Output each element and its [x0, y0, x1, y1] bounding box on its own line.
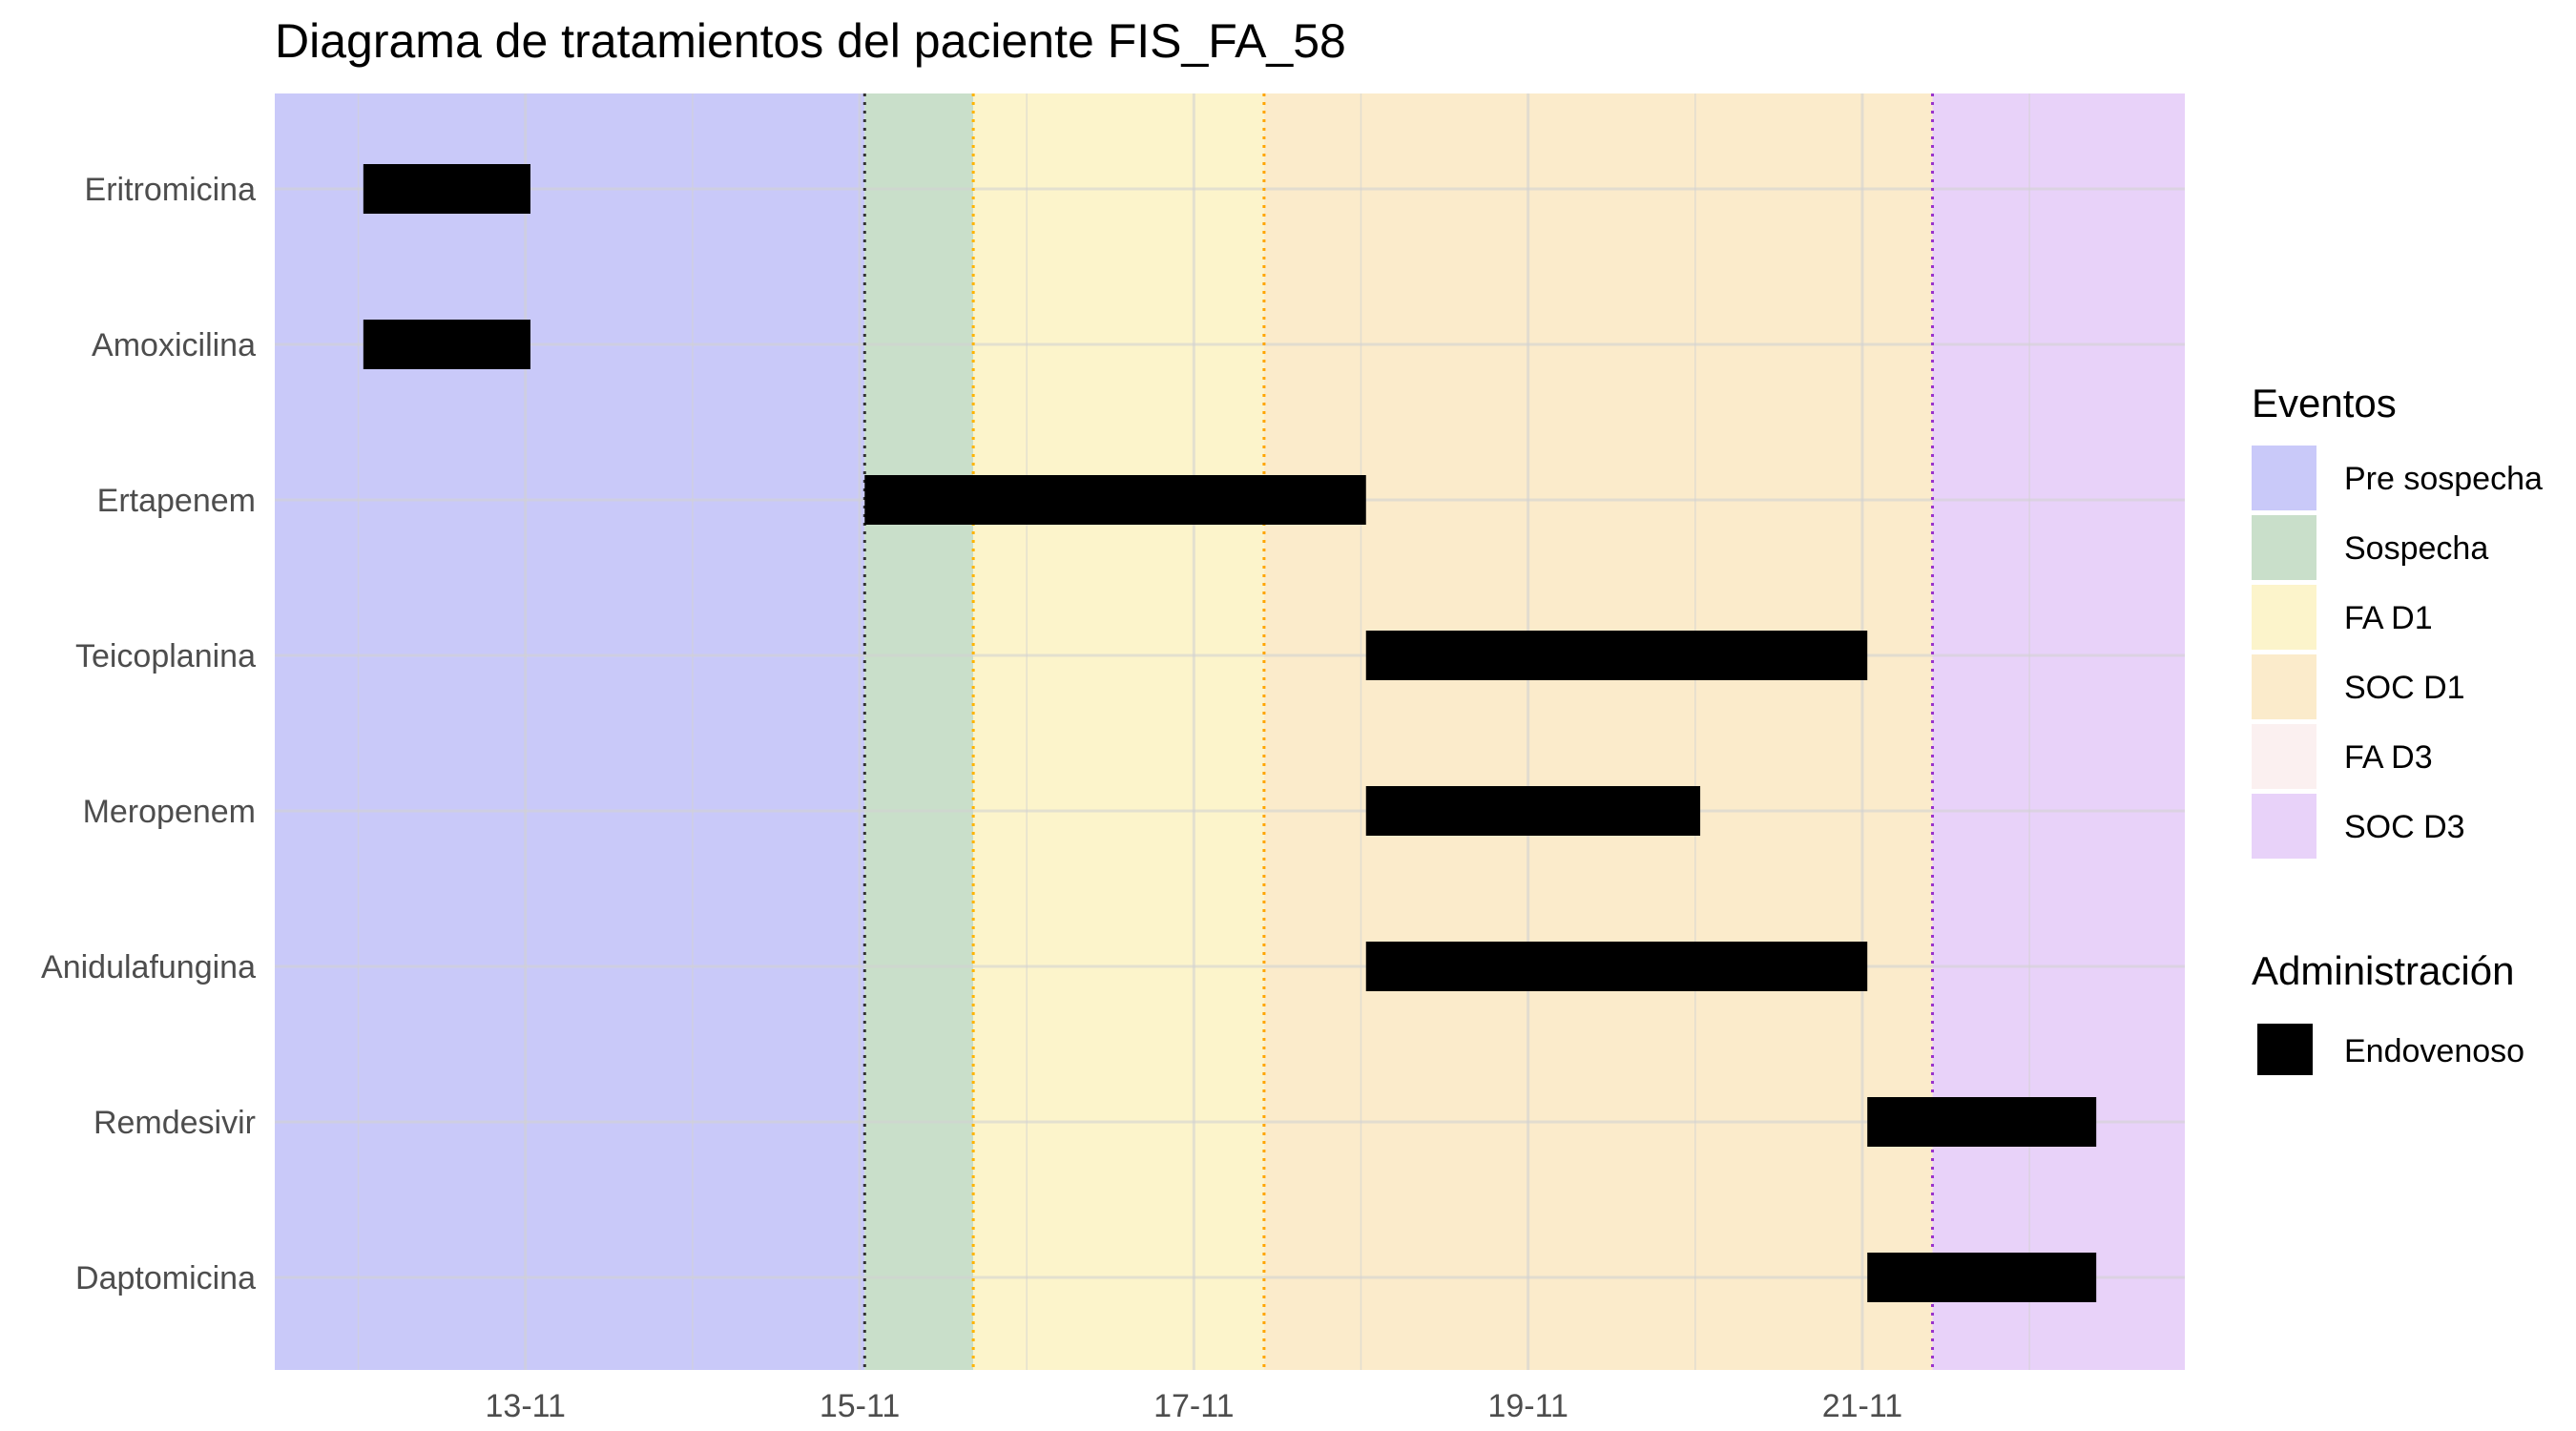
- legend-events: Eventos Pre sospecha Sospecha FA D1 SOC D1 F…: [2252, 381, 2543, 859]
- treatment-bars: [363, 164, 2097, 1302]
- y-tick-label: Anidulafungina: [41, 949, 256, 985]
- treatment-bar-ertapenem: [864, 475, 1366, 525]
- legend-label: FA D3: [2344, 739, 2433, 776]
- event-period-5: [1932, 93, 2185, 1370]
- y-tick-label: Amoxicilina: [92, 327, 256, 363]
- event-period-2: [864, 93, 974, 1370]
- legend-label: Pre sospecha: [2344, 461, 2543, 497]
- legend-swatch: [2257, 1024, 2313, 1075]
- treatment-bar-teicoplanina: [1365, 631, 1868, 680]
- event-period-4: [1263, 93, 1933, 1370]
- legend-swatch: [2252, 585, 2316, 650]
- legend-administration: Administración Endovenoso: [2252, 948, 2524, 1075]
- x-tick-label: 17-11: [1153, 1388, 1234, 1424]
- x-axis-labels: 13-11 15-11 17-11 19-11 21-11: [486, 1388, 1903, 1424]
- y-tick-label: Teicoplanina: [75, 638, 256, 674]
- legend-swatch: [2252, 794, 2316, 859]
- treatment-bar-daptomicina: [1867, 1253, 2097, 1302]
- legend-label: SOC D1: [2344, 670, 2465, 706]
- legend-label: Endovenoso: [2344, 1033, 2524, 1069]
- treatment-bar-remdesivir: [1867, 1097, 2097, 1147]
- y-tick-label: Ertapenem: [97, 483, 256, 519]
- chart-title: Diagrama de tratamientos del paciente FI…: [275, 14, 1346, 68]
- y-tick-label: Remdesivir: [93, 1105, 256, 1141]
- legend-swatch: [2252, 446, 2316, 510]
- x-tick-label: 19-11: [1487, 1388, 1568, 1424]
- legend-swatch: [2252, 515, 2316, 580]
- event-period-1: [275, 93, 865, 1370]
- y-tick-label: Eritromicina: [85, 172, 257, 208]
- event-period-backgrounds: [275, 93, 2185, 1370]
- legend-label: SOC D3: [2344, 809, 2465, 845]
- y-tick-label: Meropenem: [83, 794, 256, 830]
- y-tick-label: Daptomicina: [75, 1260, 256, 1296]
- legend-swatch: [2252, 724, 2316, 789]
- legend-events-title: Eventos: [2252, 381, 2397, 425]
- legend-administration-title: Administración: [2252, 948, 2514, 993]
- treatment-bar-eritromicina: [363, 164, 530, 214]
- legend-swatch: [2252, 654, 2316, 719]
- y-axis-labels: Eritromicina Amoxicilina Ertapenem Teicopla…: [41, 172, 256, 1296]
- legend-label: Sospecha: [2344, 530, 2488, 567]
- treatment-bar-meropenem: [1365, 786, 1701, 836]
- event-period-3: [973, 93, 1264, 1370]
- x-tick-label: 13-11: [486, 1388, 566, 1424]
- x-tick-label: 15-11: [820, 1388, 900, 1424]
- x-tick-label: 21-11: [1822, 1388, 1902, 1424]
- event-marker-lines: [862, 93, 1935, 1370]
- legend-label: FA D1: [2344, 600, 2433, 636]
- treatment-bar-amoxicilina: [363, 320, 530, 369]
- treatment-bar-anidulafungina: [1365, 942, 1868, 991]
